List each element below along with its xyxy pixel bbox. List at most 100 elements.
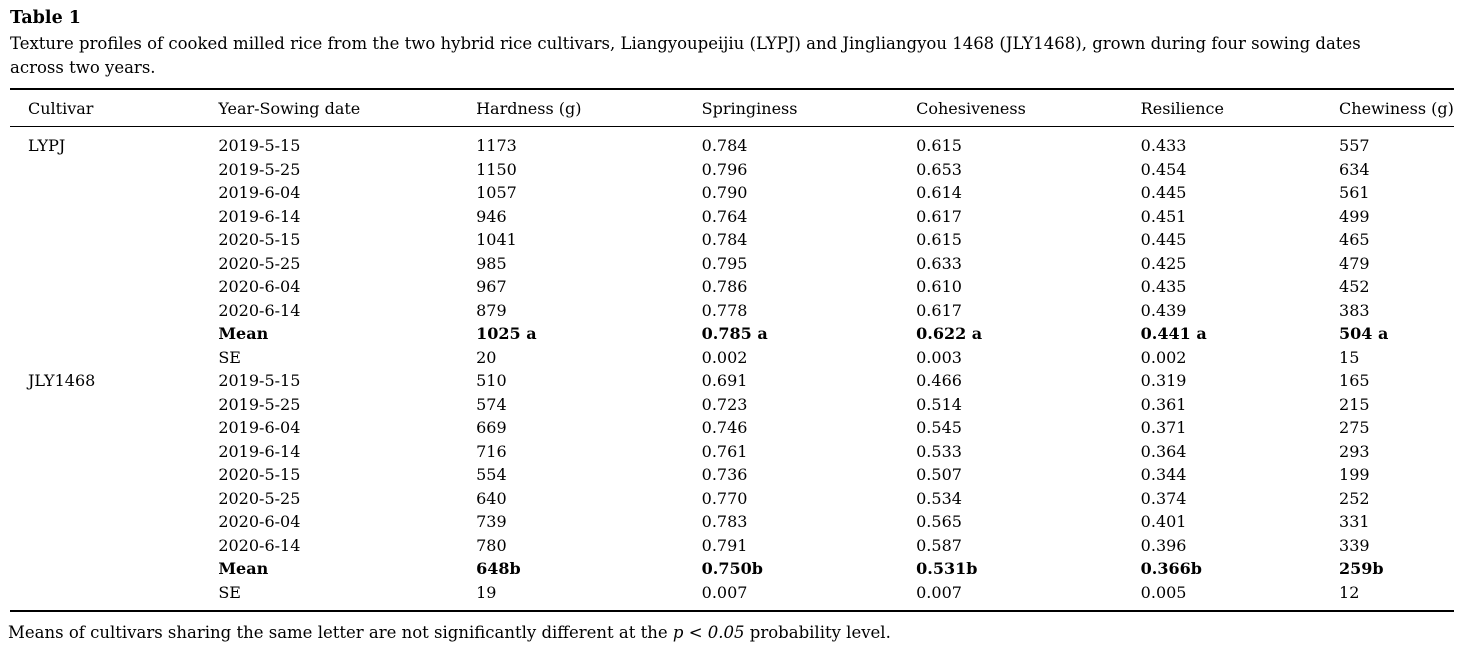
table-row: JLY1468 2019-5-15 510 0.691 0.466 0.319 … (10, 369, 1454, 393)
cell-year-sowing-date: SE (218, 582, 241, 602)
cell-cultivar (10, 181, 200, 205)
table-row: 2020-6-14 780 0.791 0.587 0.396 339 (10, 534, 1454, 558)
cell-year-sowing-date: 2019-6-14 (218, 206, 301, 226)
cell-cohesiveness: 0.615 (916, 230, 962, 249)
cell-hardness: 985 (476, 253, 507, 273)
cell-springiness: 0.784 (701, 136, 748, 155)
cell-chewiness: 479 (1339, 253, 1370, 273)
cell-resilience: 0.435 (1140, 277, 1187, 296)
column-header-year-sowing-date: Year-Sowing date (200, 89, 459, 127)
cell-year-sowing-date: 2020-5-15 (218, 465, 301, 484)
cell-chewiness: 165 (1339, 371, 1370, 390)
cell-cultivar: LYPJ (28, 136, 66, 155)
cell-hardness: 946 (476, 206, 507, 226)
cell-hardness: 574 (476, 394, 507, 414)
cell-chewiness: 252 (1339, 488, 1370, 508)
cell-springiness: 0.786 (701, 277, 748, 296)
cell-chewiness: 452 (1339, 277, 1370, 296)
cell-cohesiveness: 0.610 (916, 277, 962, 296)
cell-cohesiveness: 0.545 (916, 418, 962, 437)
cell-cultivar (10, 393, 200, 417)
table-row: SE 20 0.002 0.003 0.002 15 (10, 346, 1454, 370)
cell-cultivar (10, 557, 200, 581)
column-header-chewiness: Chewiness (g) (1321, 89, 1454, 127)
cell-year-sowing-date: 2020-6-14 (218, 535, 301, 555)
cell-chewiness: 634 (1339, 159, 1370, 179)
cell-cohesiveness: 0.565 (916, 512, 962, 531)
footnote-text-after: probability level. (744, 623, 891, 642)
cell-springiness: 0.007 (701, 582, 748, 602)
table-title: Table 1 (10, 8, 81, 28)
cell-resilience: 0.441 a (1140, 324, 1207, 343)
table-row: 2020-5-25 640 0.770 0.534 0.374 252 (10, 487, 1454, 511)
cell-hardness: 640 (476, 488, 507, 508)
cell-resilience: 0.344 (1140, 465, 1187, 484)
cell-chewiness: 259b (1339, 559, 1384, 578)
cell-cultivar: JLY1468 (28, 371, 96, 390)
cell-cultivar (10, 416, 200, 440)
cell-springiness: 0.778 (701, 300, 748, 320)
table-row: 2020-6-14 879 0.778 0.617 0.439 383 (10, 299, 1454, 323)
cell-chewiness: 339 (1339, 535, 1370, 555)
table-row: 2019-5-25 574 0.723 0.514 0.361 215 (10, 393, 1454, 417)
cell-cohesiveness: 0.622 a (916, 324, 983, 343)
cell-cultivar (10, 322, 200, 346)
cell-cultivar (10, 534, 200, 558)
table-header: Cultivar Year-Sowing date Hardness (g) S… (10, 89, 1454, 127)
cell-hardness: 879 (476, 300, 507, 320)
column-header-cultivar: Cultivar (10, 89, 201, 127)
cell-resilience: 0.005 (1140, 582, 1187, 602)
table-row: LYPJ 2019-5-15 1173 0.784 0.615 0.433 55… (10, 127, 1454, 158)
cell-cohesiveness: 0.653 (916, 159, 962, 179)
cell-year-sowing-date: 2019-5-25 (218, 159, 301, 179)
column-header-springiness: Springiness (683, 89, 899, 127)
cell-cultivar (10, 205, 200, 229)
cell-year-sowing-date: 2019-5-15 (218, 371, 301, 390)
table-row: Mean 1025 a 0.785 a 0.622 a 0.441 a 504 … (10, 322, 1454, 346)
cell-cultivar (10, 440, 200, 464)
cell-chewiness: 331 (1339, 512, 1370, 531)
cell-year-sowing-date: 2019-6-04 (218, 418, 301, 437)
cell-cohesiveness: 0.615 (916, 136, 962, 155)
table-row: 2019-6-14 716 0.761 0.533 0.364 293 (10, 440, 1454, 464)
cell-hardness: 967 (476, 277, 507, 296)
table-row: 2019-6-14 946 0.764 0.617 0.451 499 (10, 205, 1454, 229)
cell-hardness: 1057 (476, 183, 517, 202)
cell-resilience: 0.364 (1140, 441, 1187, 461)
cell-year-sowing-date: 2020-5-15 (218, 230, 301, 249)
table-row: SE 19 0.007 0.007 0.005 12 (10, 581, 1454, 612)
cell-chewiness: 557 (1339, 136, 1370, 155)
table-caption: Texture profiles of cooked milled rice f… (10, 32, 1454, 79)
header-row: Cultivar Year-Sowing date Hardness (g) S… (10, 89, 1454, 127)
cell-resilience: 0.374 (1140, 488, 1187, 508)
cell-cultivar (10, 299, 200, 323)
table-row: 2019-6-04 1057 0.790 0.614 0.445 561 (10, 181, 1454, 205)
cell-cohesiveness: 0.507 (916, 465, 962, 484)
column-header-cohesiveness: Cohesiveness (898, 89, 1123, 127)
cell-year-sowing-date: 2020-6-04 (218, 512, 301, 531)
cell-springiness: 0.795 (701, 253, 748, 273)
cell-cultivar (10, 346, 200, 370)
cell-hardness: 780 (476, 535, 507, 555)
table-row: 2020-6-04 967 0.786 0.610 0.435 452 (10, 275, 1454, 299)
cell-cohesiveness: 0.617 (916, 206, 962, 226)
cell-chewiness: 12 (1339, 582, 1360, 602)
cell-resilience: 0.319 (1140, 371, 1187, 390)
cell-resilience: 0.454 (1140, 159, 1187, 179)
table-row: 2019-6-04 669 0.746 0.545 0.371 275 (10, 416, 1454, 440)
cell-chewiness: 215 (1339, 394, 1370, 414)
cell-resilience: 0.002 (1140, 347, 1187, 367)
cell-chewiness: 275 (1339, 418, 1370, 437)
cell-springiness: 0.746 (701, 418, 748, 437)
cell-cohesiveness: 0.534 (916, 488, 962, 508)
cell-resilience: 0.396 (1140, 535, 1187, 555)
cell-cultivar (10, 487, 200, 511)
cell-resilience: 0.433 (1140, 136, 1187, 155)
cell-springiness: 0.783 (701, 512, 748, 531)
cell-year-sowing-date: 2019-6-14 (218, 441, 301, 461)
cell-cohesiveness: 0.633 (916, 253, 962, 273)
cell-year-sowing-date: Mean (218, 559, 269, 578)
cell-cultivar (10, 252, 200, 276)
column-header-resilience: Resilience (1122, 89, 1322, 127)
cell-hardness: 554 (476, 465, 507, 484)
